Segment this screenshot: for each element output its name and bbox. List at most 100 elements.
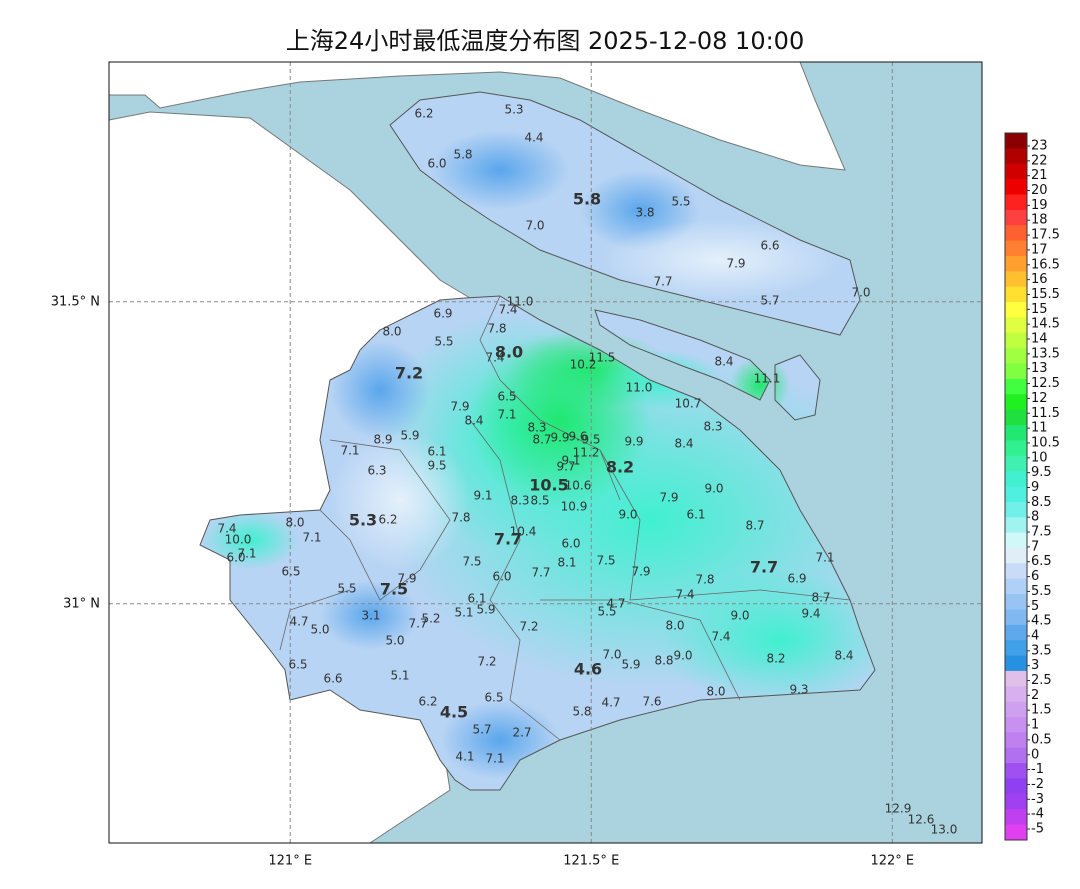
station-value: 11.1 <box>754 372 781 386</box>
station-value: 6.5 <box>497 390 516 404</box>
station-value: 7.0 <box>851 286 870 300</box>
station-value: 7.2 <box>519 620 538 634</box>
colorbar-label: -1 <box>1031 762 1044 777</box>
colorbar-label: 11 <box>1031 421 1048 436</box>
station-value: 11.2 <box>573 446 600 460</box>
station-value: 9.6 <box>568 430 587 444</box>
colorbar-segment <box>1005 363 1027 380</box>
colorbar-label: 4.5 <box>1031 614 1052 629</box>
colorbar-label: 7 <box>1031 539 1039 554</box>
station-value: 6.0 <box>427 157 446 171</box>
colorbar-label: 3 <box>1031 658 1039 673</box>
station-value: 9.3 <box>789 683 808 697</box>
station-value: 7.1 <box>497 408 516 422</box>
colorbar-label: 1.5 <box>1031 703 1052 718</box>
station-value: 12.9 <box>885 802 912 816</box>
station-value: 5.5 <box>597 605 616 619</box>
colorbar-label: -2 <box>1031 777 1044 792</box>
colorbar-segment <box>1005 209 1027 226</box>
colorbar-segment <box>1005 179 1027 195</box>
station-value: 7.4 <box>711 630 730 644</box>
district-value: 5.3 <box>349 511 377 530</box>
colorbar-segment <box>1005 809 1027 826</box>
station-value: 12.6 <box>908 813 935 827</box>
colorbar-label: 16 <box>1031 272 1048 287</box>
station-value: 5.5 <box>671 195 690 209</box>
station-value: 7.1 <box>815 551 834 565</box>
map-area <box>109 62 982 843</box>
colorbar-segment <box>1005 286 1027 303</box>
station-value: 5.7 <box>472 723 491 737</box>
district-value: 7.2 <box>395 364 423 383</box>
station-value: 8.1 <box>557 556 576 570</box>
station-value: 10.6 <box>565 479 592 493</box>
colorbar-segment <box>1005 394 1027 411</box>
station-value: 7.8 <box>451 511 470 525</box>
district-value: 4.5 <box>440 703 468 722</box>
station-value: 8.7 <box>745 519 764 533</box>
colorbar-segment <box>1005 348 1027 365</box>
station-value: 5.2 <box>421 612 440 626</box>
station-value: 9.5 <box>427 459 446 473</box>
station-value: 7.5 <box>596 554 615 568</box>
station-value: 3.8 <box>635 206 654 220</box>
colorbar-segment <box>1005 486 1027 503</box>
station-value: 7.8 <box>695 573 714 587</box>
station-value: 4.7 <box>289 615 308 629</box>
colorbar-segment <box>1005 670 1027 687</box>
colorbar-label: -3 <box>1031 792 1044 807</box>
station-value: 7.4 <box>485 351 504 365</box>
colorbar-label: 9 <box>1031 480 1039 495</box>
colorbar-label: 6 <box>1031 569 1039 584</box>
station-value: 6.2 <box>378 513 397 527</box>
station-value: 7.7 <box>408 617 427 631</box>
colorbar-segment <box>1005 594 1027 610</box>
colorbar-label: 16.5 <box>1031 257 1060 272</box>
station-value: 8.3 <box>527 421 546 435</box>
station-labels: 6.2 5.34.45.86.05.53.87.06.67.97.75.77.08… <box>217 103 957 837</box>
map-frame <box>108 61 983 844</box>
colorbar-label: -5 <box>1031 822 1044 837</box>
station-value: 9.9 <box>550 431 569 445</box>
colorbar-label: 0.5 <box>1031 732 1052 747</box>
station-value: 5.0 <box>310 623 329 637</box>
colorbar-label: 15.5 <box>1031 287 1060 302</box>
colorbar-label: 14 <box>1031 332 1048 347</box>
grid: 121° E 121.5° E 122° E 31° N 31.5° N <box>51 62 982 869</box>
district-value: 8.0 <box>495 343 523 362</box>
station-value: 7.5 <box>462 555 481 569</box>
station-value: 8.0 <box>285 516 304 530</box>
station-value: 6.5 <box>484 691 503 705</box>
station-value: 6.3 <box>367 464 386 478</box>
colorbar-segment <box>1005 701 1027 718</box>
colorbar-segment <box>1005 824 1027 841</box>
station-value: 7.9 <box>631 565 650 579</box>
colorbar-label: 0 <box>1031 747 1039 762</box>
station-value: 6.2 <box>418 695 437 709</box>
colorbar-label: 18 <box>1031 213 1048 228</box>
station-value: 7.0 <box>525 219 544 233</box>
station-value: 5.7 <box>760 294 779 308</box>
colorbar-label: 13 <box>1031 361 1048 376</box>
station-value: 4.1 <box>455 750 474 764</box>
station-value: 7.9 <box>397 572 416 586</box>
colorbar-label: 5 <box>1031 599 1039 614</box>
station-value: 9.5 <box>581 433 600 447</box>
station-value: 8.4 <box>464 414 483 428</box>
colorbar-segment <box>1005 640 1027 657</box>
station-value: 7.9 <box>450 400 469 414</box>
colorbar-segment <box>1005 793 1027 810</box>
station-value: 5.0 <box>385 634 404 648</box>
colorbar-segment <box>1005 547 1027 564</box>
station-value: 5.9 <box>400 429 419 443</box>
station-value: 6.6 <box>760 239 779 253</box>
station-value: 6.9 <box>433 307 452 321</box>
station-value: 5.1 <box>390 669 409 683</box>
colorbar-label: 2.5 <box>1031 673 1052 688</box>
station-value: 9.0 <box>618 508 637 522</box>
station-value: 8.4 <box>834 649 853 663</box>
district-value: 7.7 <box>750 558 778 577</box>
station-value: 4.7 <box>601 696 620 710</box>
colorbar-label: 4 <box>1031 628 1039 643</box>
colorbar-segment <box>1005 225 1027 242</box>
